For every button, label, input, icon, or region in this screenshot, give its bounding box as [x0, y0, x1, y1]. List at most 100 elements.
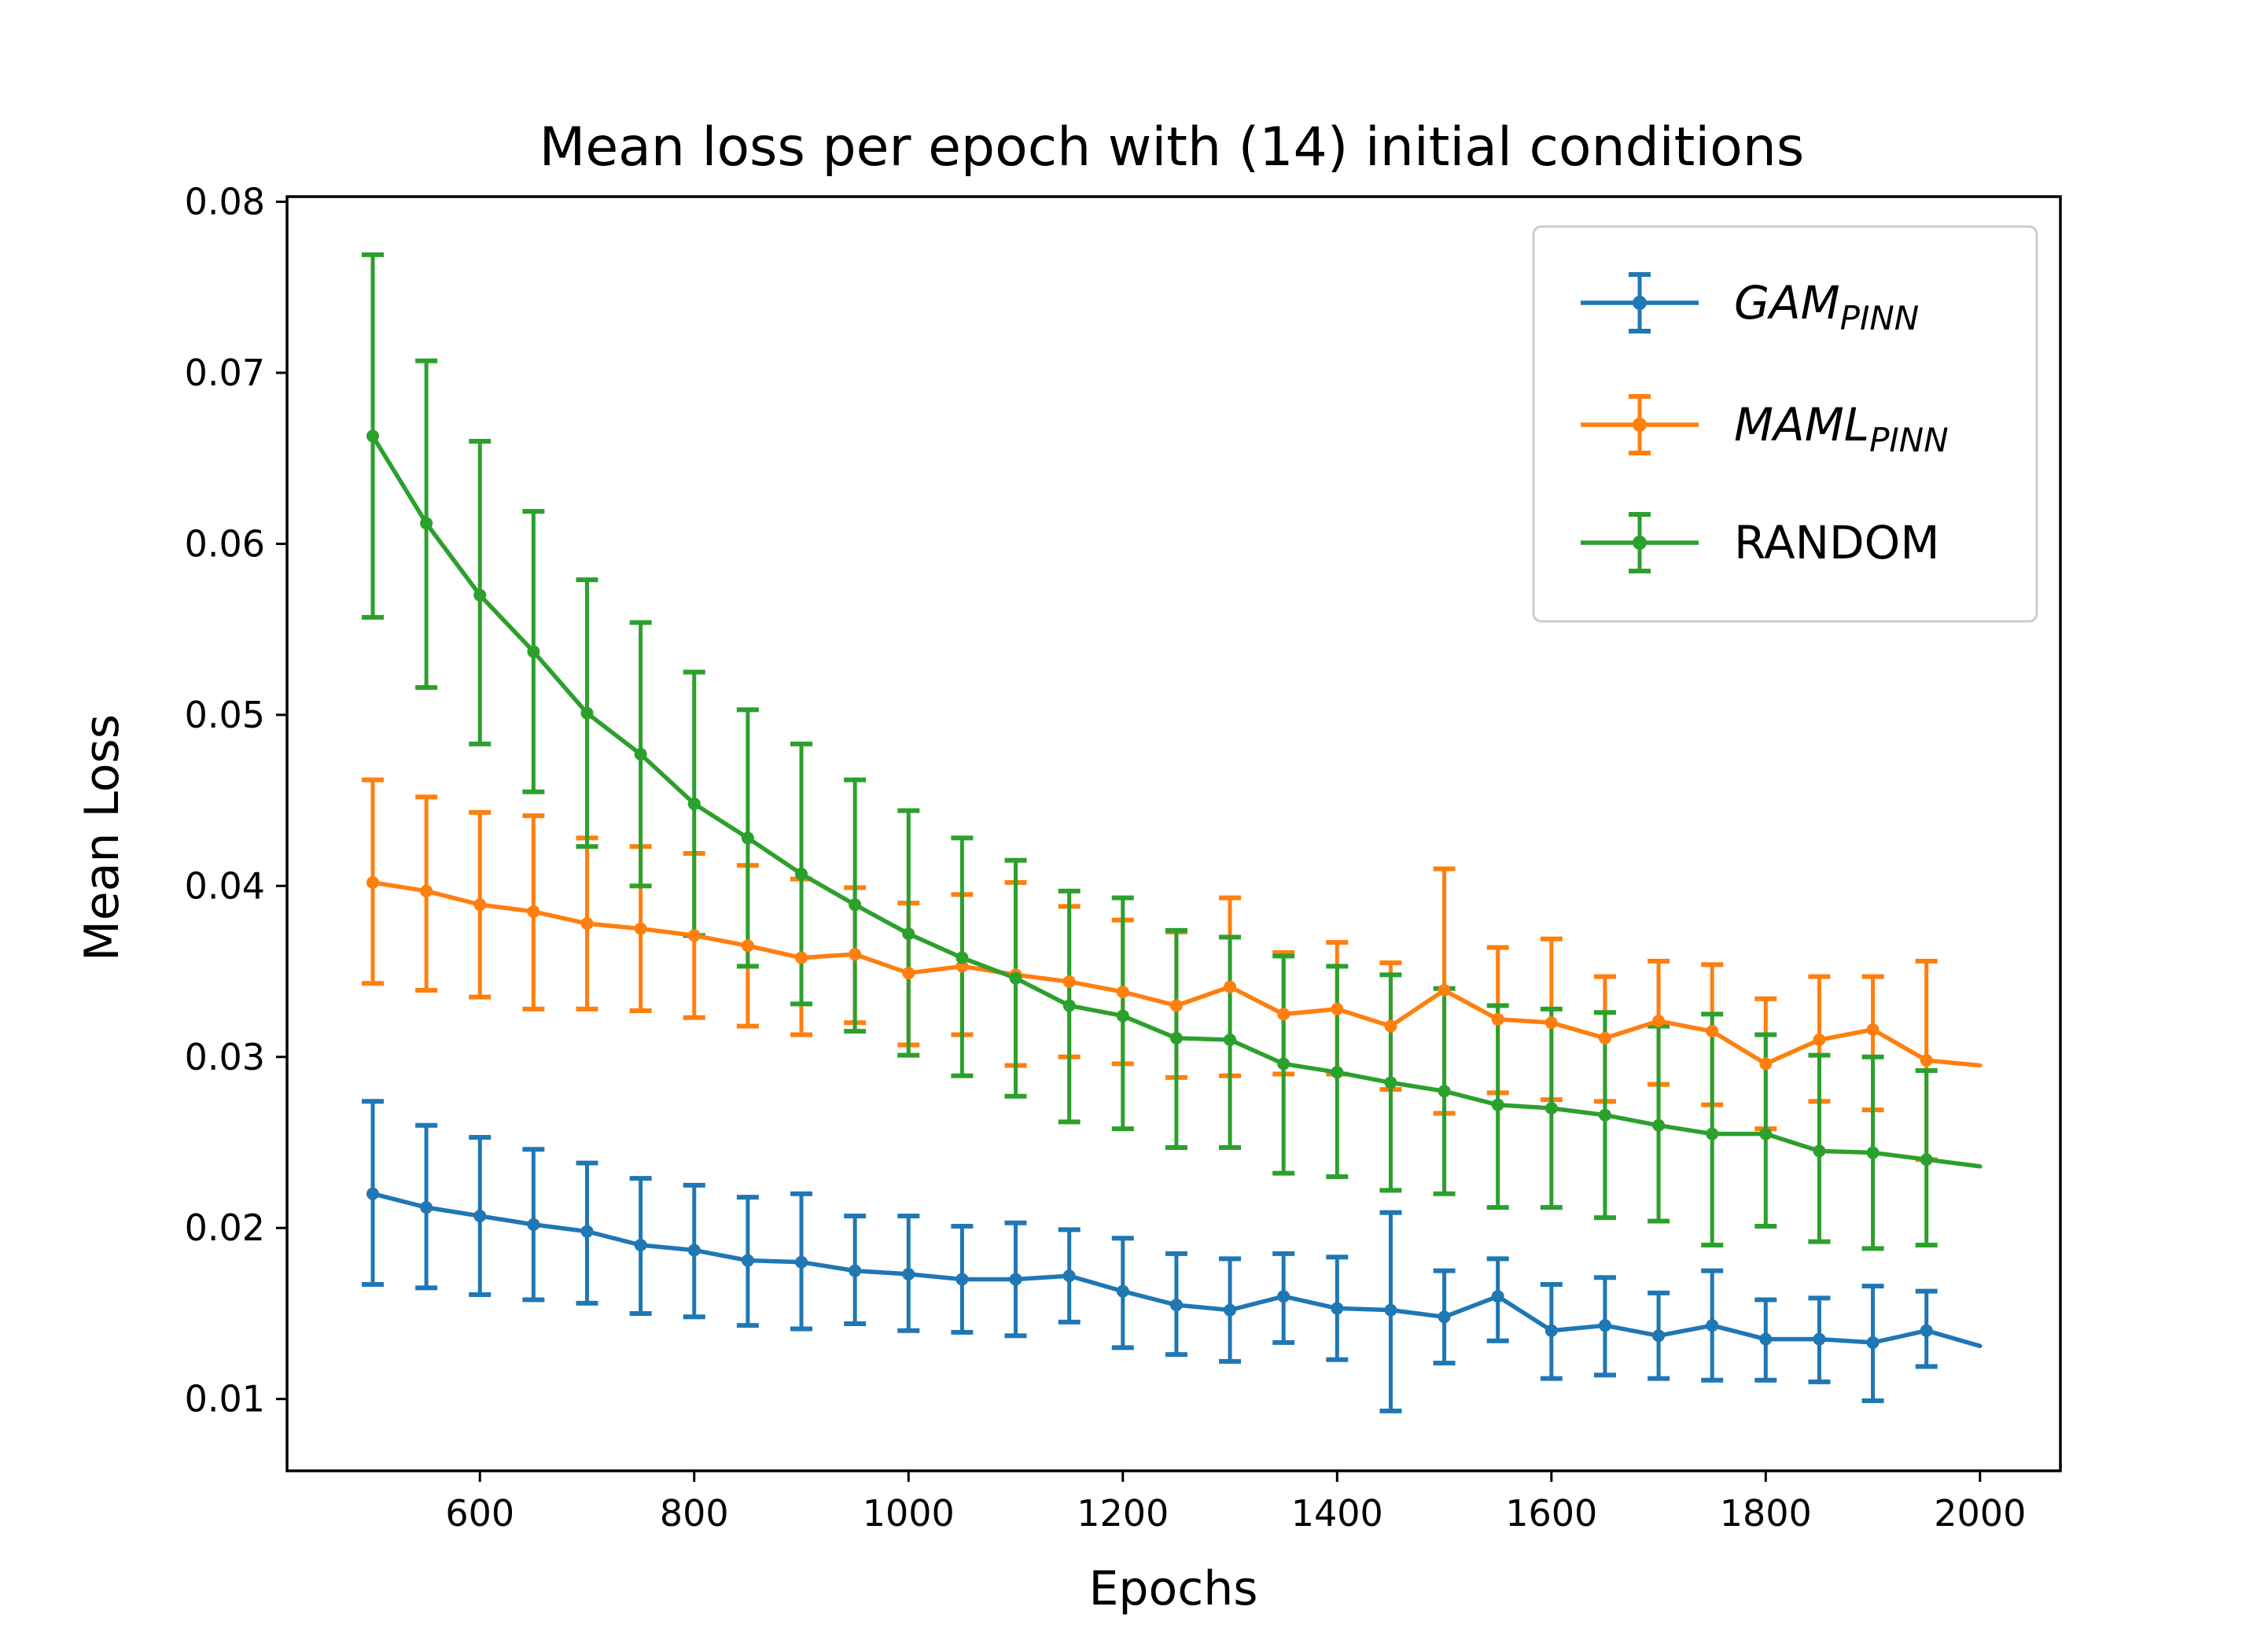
y-tick-label: 0.08	[185, 181, 265, 223]
maml-data-point	[687, 929, 701, 942]
legend-item-random: RANDOM	[1581, 512, 1939, 573]
random-data-point	[366, 429, 380, 443]
gam-data-point	[1545, 1324, 1558, 1337]
gam-data-point	[1813, 1332, 1826, 1346]
maml-data-point	[366, 875, 380, 889]
random-data-point	[527, 645, 540, 658]
random-data-point	[902, 927, 915, 941]
x-tick-label: 2000	[1934, 1492, 2026, 1535]
random-data-point	[1224, 1034, 1237, 1047]
gam-data-point	[955, 1273, 969, 1286]
legend: GAMPINN MAMLPINN RANDOM	[1532, 225, 2038, 623]
random-data-point	[1706, 1127, 1719, 1140]
maml-data-point	[1062, 975, 1076, 989]
maml-data-point	[902, 967, 915, 980]
random-data-point	[1331, 1066, 1344, 1079]
x-tick-label: 1200	[1077, 1492, 1169, 1535]
x-tick-label: 1400	[1291, 1492, 1383, 1535]
legend-box	[1532, 225, 2038, 623]
random-data-point	[1652, 1118, 1666, 1132]
maml-data-point	[1652, 1015, 1666, 1028]
random-data-point	[634, 747, 647, 761]
random-data-point	[1813, 1144, 1826, 1158]
gam-data-point	[1759, 1332, 1773, 1346]
random-data-point	[849, 898, 862, 912]
gam-data-point	[1116, 1284, 1129, 1298]
maml-data-point	[849, 948, 862, 961]
y-tick-label: 0.03	[185, 1036, 265, 1078]
random-data-point	[420, 517, 433, 530]
y-tick-label: 0.02	[185, 1207, 265, 1249]
gam-data-point	[473, 1210, 487, 1222]
maml-data-point	[1866, 1022, 1880, 1036]
maml-data-point	[1759, 1057, 1773, 1070]
random-data-point	[580, 706, 594, 720]
legend-item-maml: MAMLPINN	[1581, 394, 1949, 459]
random-data-point	[1009, 971, 1022, 985]
random-data-point	[1545, 1102, 1558, 1115]
legend-label-gam: GAMPINN	[1734, 276, 1919, 337]
random-data-point	[1920, 1153, 1933, 1166]
legend-label-maml: MAMLPINN	[1734, 398, 1949, 459]
maml-data-point	[634, 922, 647, 935]
random-data-point	[1866, 1146, 1880, 1159]
chart-title: Mean loss per epoch with (14) initial co…	[539, 116, 1805, 179]
maml-data-point	[420, 884, 433, 897]
random-data-point	[1277, 1057, 1290, 1070]
x-tick-label: 600	[445, 1492, 514, 1535]
maml-data-point	[1920, 1054, 1933, 1067]
x-axis: 600 800 1000 1200 1400 1600 1800 2000	[445, 1471, 2026, 1535]
gam-data-point	[1009, 1273, 1022, 1286]
gam-data-point	[1866, 1336, 1880, 1349]
random-data-point	[1759, 1127, 1773, 1140]
gam-data-point	[1920, 1324, 1933, 1337]
random-data-point	[1062, 999, 1076, 1012]
y-tick-label: 0.04	[185, 864, 265, 907]
gam-data-point	[1224, 1303, 1237, 1317]
gam-data-point	[902, 1267, 915, 1280]
gam-data-point	[420, 1201, 433, 1214]
maml-data-point	[473, 898, 487, 912]
maml-data-point	[1224, 980, 1237, 993]
maml-data-point	[1169, 999, 1183, 1012]
maml-data-point	[741, 939, 754, 952]
maml-data-point	[1491, 1012, 1504, 1026]
y-tick-label: 0.01	[185, 1378, 265, 1420]
gam-data-point	[634, 1238, 647, 1251]
legend-item-gam: GAMPINN	[1581, 272, 1919, 337]
gam-data-point	[527, 1218, 540, 1231]
gam-data-point	[1598, 1319, 1611, 1332]
x-axis-label: Epochs	[1089, 1561, 1258, 1616]
gam-data-point	[1438, 1310, 1451, 1324]
gam-data-point	[1062, 1269, 1076, 1283]
maml-data-point	[1706, 1025, 1719, 1038]
gam-data-point	[1384, 1303, 1397, 1317]
gam-data-point	[1652, 1329, 1666, 1343]
x-tick-label: 1000	[863, 1492, 955, 1535]
maml-data-point	[1813, 1034, 1826, 1047]
random-data-point	[473, 588, 487, 602]
legend-swatch-marker	[1633, 418, 1647, 432]
y-axis-label: Mean Loss	[75, 714, 130, 961]
random-data-point	[1438, 1085, 1451, 1098]
series-markers	[366, 429, 1933, 1349]
y-tick-label: 0.06	[185, 522, 265, 565]
gam-data-point	[687, 1244, 701, 1257]
gam-data-point	[1331, 1302, 1344, 1315]
y-tick-label: 0.05	[185, 694, 265, 736]
random-data-point	[741, 831, 754, 845]
maml-data-point	[1545, 1016, 1558, 1030]
maml-data-point	[1277, 1008, 1290, 1021]
gam-data-point	[1491, 1290, 1504, 1303]
gam-data-point	[849, 1264, 862, 1277]
legend-label-random: RANDOM	[1734, 516, 1939, 569]
maml-data-point	[1331, 1002, 1344, 1015]
random-data-point	[1491, 1098, 1504, 1111]
maml-data-point	[1116, 986, 1129, 999]
maml-data-point	[580, 917, 594, 930]
random-data-point	[1116, 1009, 1129, 1022]
random-data-point	[795, 868, 808, 881]
plot-frame	[285, 195, 2062, 1472]
gam-data-point	[580, 1225, 594, 1238]
